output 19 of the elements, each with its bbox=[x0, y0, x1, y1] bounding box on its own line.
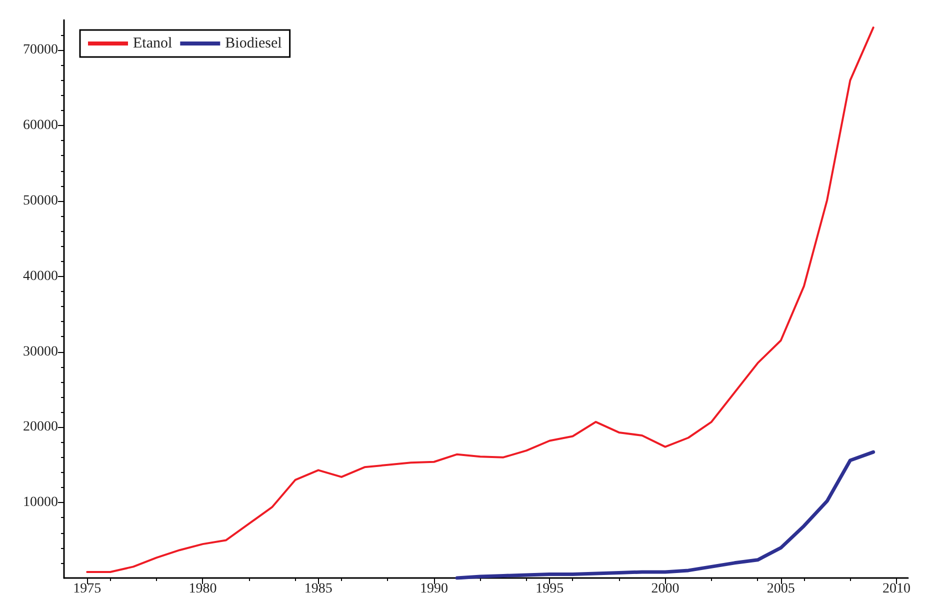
x-tick-label: 1990 bbox=[420, 582, 448, 596]
y-tick-label: 10000 bbox=[23, 495, 58, 510]
x-tick-label: 2000 bbox=[651, 582, 680, 596]
x-tick-label: 1975 bbox=[73, 582, 102, 596]
y-tick-label: 20000 bbox=[23, 420, 58, 435]
legend-label: Etanol bbox=[133, 36, 172, 52]
y-tick-label: 40000 bbox=[23, 268, 58, 284]
y-tick-label: 70000 bbox=[23, 42, 58, 58]
x-tick-label: 1995 bbox=[536, 582, 564, 596]
y-tick-label: 50000 bbox=[23, 193, 58, 208]
x-tick-label: 1985 bbox=[304, 582, 332, 596]
y-tick-label: 60000 bbox=[23, 118, 58, 134]
x-tick-label: 2010 bbox=[882, 582, 910, 596]
line-series bbox=[455, 450, 876, 580]
line-series bbox=[86, 26, 874, 573]
x-tick-label: 2005 bbox=[766, 582, 795, 596]
y-tick-label: 30000 bbox=[23, 344, 58, 360]
legend-label: Biodiesel bbox=[225, 36, 282, 52]
x-tick-label: 1980 bbox=[188, 582, 217, 596]
